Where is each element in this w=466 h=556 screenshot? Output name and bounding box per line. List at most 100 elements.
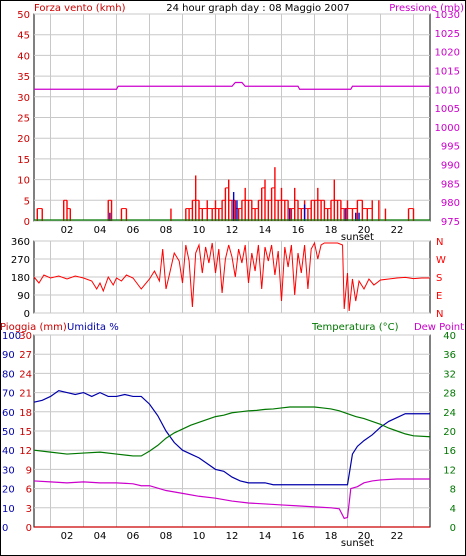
rain-y-tick: 24 [19,369,32,380]
temperature-y-tick: 4 [450,504,456,515]
wind-x-tick: 04 [94,225,107,236]
rain-y-tick: 12 [19,446,32,457]
climate-x-tick: 04 [94,531,107,542]
pressure-line [34,81,430,90]
temperature-y-tick: 36 [443,350,456,361]
rain-y-tick: 15 [19,427,32,438]
wind-x-tick: 18 [325,225,338,236]
wind-axis-title: Forza vento (kmh) [34,3,126,14]
rain-axis-title: Pioggia (mm) [0,322,67,333]
wind-y-tick: 30 [17,93,30,104]
climate-x-tick: 06 [127,531,140,542]
wind-y-tick: 5 [24,196,30,207]
pressure-axis-title: Pressione (mb) [389,3,464,14]
rain-y-tick: 0 [26,523,32,534]
wind-x-tick: 10 [193,225,206,236]
climate-x-tick: 12 [226,531,239,542]
rain-y-tick: 21 [19,389,32,400]
temperature-y-tick: 20 [443,427,456,438]
pressure-y-tick: 980 [441,198,460,209]
humidity-axis-title: Umidita % [67,322,119,333]
rain-y-tick: 30 [19,331,32,342]
temperature-y-tick: 32 [443,369,456,380]
chart-title: 24 hour graph day : 08 Maggio 2007 [166,3,349,14]
pressure-y-tick: 1000 [435,123,460,134]
humidity-y-tick: 10 [2,504,15,515]
climate-x-tick: 20 [358,531,371,542]
wind-y-tick: 45 [17,31,30,42]
climate-x-tick: 18 [325,531,338,542]
pressure-y-tick: 1030 [435,10,460,21]
temperature-y-tick: 16 [443,446,456,457]
wind-x-tick: 08 [160,225,173,236]
humidity-y-tick: 90 [2,350,15,361]
direction-y-tick: 0 [24,309,30,320]
direction-compass-label: N [436,237,443,248]
humidity-y-tick: 100 [2,331,21,342]
temperature-y-tick: 12 [443,465,456,476]
pressure-y-tick: 985 [441,179,460,190]
pressure-y-tick: 1005 [435,104,460,115]
direction-compass-label: E [436,291,442,302]
direction-compass-label: W [436,255,446,266]
humidity-y-tick: 40 [2,446,15,457]
temperature-y-tick: 8 [450,485,456,496]
humidity-y-tick: 80 [2,369,15,380]
climate-series-2 [33,478,430,520]
direction-line [33,241,430,312]
climate-x-tick: 10 [193,531,206,542]
climate-series-0 [33,390,430,486]
wind-x-tick: 06 [127,225,140,236]
temperature-y-tick: 40 [443,331,456,342]
sunset-label-top: sunset [341,232,374,243]
humidity-y-tick: 60 [2,408,15,419]
wind-x-tick: 12 [226,225,239,236]
humidity-y-tick: 0 [2,523,8,534]
wind-x-tick: 20 [358,225,371,236]
wind-y-tick: 25 [17,114,30,125]
direction-compass-label: S [436,273,442,284]
wind-y-tick: 0 [24,217,30,228]
wind-x-tick: 22 [391,225,404,236]
wind-y-tick: 35 [17,72,30,83]
wind-y-tick: 20 [17,134,30,145]
climate-x-tick: 16 [292,531,305,542]
direction-y-tick: 270 [11,255,30,266]
temperature-y-tick: 24 [443,408,456,419]
climate-x-tick: 02 [61,531,74,542]
humidity-y-tick: 50 [2,427,15,438]
pressure-y-tick: 990 [441,161,460,172]
direction-y-tick: 90 [17,291,30,302]
wind-x-tick: 16 [292,225,305,236]
dewpoint-axis-title: Dew Point [414,322,464,333]
humidity-y-tick: 70 [2,389,15,400]
climate-x-tick: 22 [391,531,404,542]
humidity-y-tick: 20 [2,485,15,496]
rain-y-tick: 18 [19,408,32,419]
climate-series-1 [33,406,431,457]
direction-y-tick: 180 [11,273,30,284]
pressure-y-tick: 1010 [435,85,460,96]
rain-y-tick: 6 [26,485,32,496]
direction-compass-label: N [436,309,443,320]
direction-y-tick: 360 [11,237,30,248]
pressure-y-tick: 1020 [435,48,460,59]
climate-x-tick: 14 [259,531,272,542]
wind-x-tick: 14 [259,225,272,236]
climate-x-tick: 08 [160,531,173,542]
rain-y-tick: 9 [26,465,32,476]
pressure-y-tick: 975 [441,217,460,228]
wind-y-tick: 40 [17,51,30,62]
rain-y-tick: 27 [19,350,32,361]
pressure-y-tick: 995 [441,142,460,153]
wind-y-tick: 15 [17,155,30,166]
wind-y-tick: 50 [17,10,30,21]
wind-y-tick: 10 [17,176,30,187]
rain-y-tick: 3 [26,504,32,515]
sunset-label-bottom: sunset [341,538,374,549]
wind-x-tick: 02 [61,225,74,236]
chart-panels: 0510152025303540455097598098599099510001… [2,10,460,549]
pressure-y-tick: 1025 [435,29,460,40]
